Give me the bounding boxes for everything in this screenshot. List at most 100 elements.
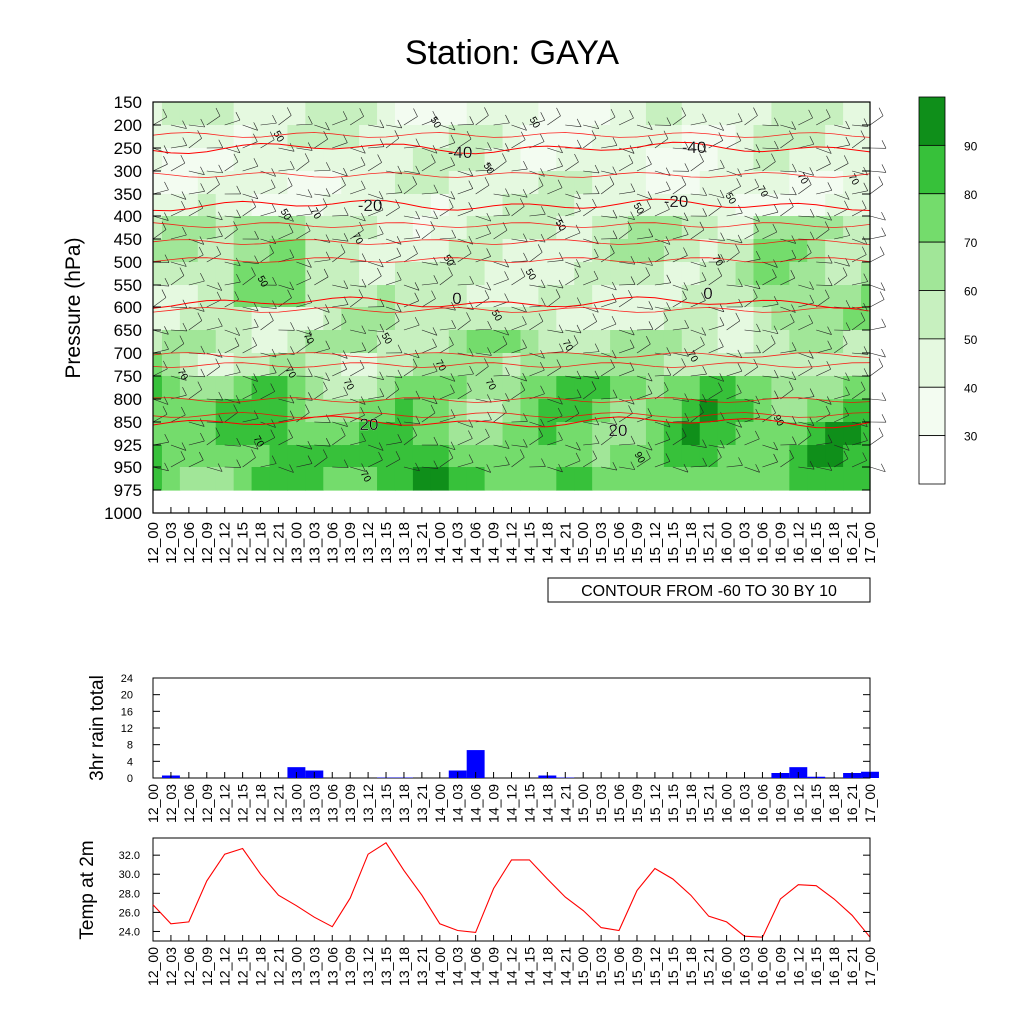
time-tick-label: 13_06	[324, 784, 340, 823]
heat-cell	[323, 285, 342, 308]
wind-barb	[170, 124, 187, 129]
heat-cell	[179, 330, 199, 354]
wind-barb-flag	[842, 335, 848, 344]
temp-tick-label: 24.0	[119, 926, 140, 938]
wind-barb	[601, 301, 617, 308]
heat-cell	[556, 353, 575, 377]
heat-cell	[538, 102, 557, 126]
wind-barb	[654, 253, 669, 263]
wind-barb-flag	[612, 461, 618, 471]
rain-tick-label: 0	[127, 773, 133, 785]
heat-cell	[663, 399, 683, 423]
wind-barb-flag	[557, 407, 563, 417]
heat-cell	[466, 422, 486, 446]
wind-barb	[798, 170, 814, 176]
wind-barb-flag	[792, 186, 797, 195]
isotherm-label: 0	[452, 289, 461, 308]
heat-cell	[430, 194, 450, 217]
wind-barb-flag	[628, 154, 634, 164]
wind-barb	[690, 373, 707, 377]
wind-barb-flag	[773, 453, 778, 463]
wind-barb	[367, 275, 382, 286]
wind-barb-flag	[647, 408, 653, 417]
heat-cell	[323, 262, 342, 286]
wind-barb-flag	[162, 108, 168, 118]
heat-cell	[448, 307, 468, 331]
heat-cell	[807, 216, 826, 240]
heat-cell	[628, 102, 647, 126]
heat-cell	[377, 216, 396, 240]
heat-cell	[861, 353, 871, 377]
wind-barb-flag	[556, 222, 562, 231]
time-tick-label: 16_12	[790, 947, 806, 986]
wind-barb-flag	[270, 179, 276, 188]
wind-barb	[618, 162, 634, 172]
wind-barb-flag	[323, 268, 329, 278]
temp-line	[152, 842, 871, 938]
heat-cell	[412, 422, 432, 446]
wind-barb	[565, 232, 581, 240]
heat-cell	[628, 399, 647, 423]
wind-barb-flag	[325, 340, 331, 349]
heat-cell	[681, 353, 701, 377]
wind-barb-flag	[808, 109, 813, 119]
wind-barb-flag	[609, 427, 615, 436]
wind-barb	[852, 352, 869, 355]
heat-cell	[448, 285, 468, 308]
time-tick-label: 12_18	[253, 784, 269, 823]
wind-barb	[798, 435, 812, 446]
wind-barb	[314, 259, 331, 263]
wind-barb	[350, 284, 367, 288]
wind-barb	[511, 260, 528, 263]
wind-barb	[296, 193, 313, 198]
humidity-contour-label: 50	[441, 253, 456, 269]
wind-barb	[636, 375, 653, 382]
wind-barb	[170, 193, 187, 200]
heat-cell	[735, 399, 755, 423]
heat-cell	[807, 307, 826, 331]
heat-cell	[287, 239, 306, 263]
wind-barb-flag	[307, 142, 313, 151]
wind-barb	[583, 389, 597, 400]
wind-barb-flag	[253, 302, 259, 312]
wind-barb	[314, 276, 329, 286]
wind-barb-flag	[323, 381, 328, 390]
heat-cell	[153, 194, 163, 217]
wind-barb	[206, 284, 222, 291]
wind-barb	[278, 147, 295, 152]
heat-cell	[645, 330, 665, 354]
heat-cell	[179, 422, 199, 446]
wind-barb	[278, 297, 292, 308]
time-tick-label: 14_06	[468, 522, 485, 564]
wind-barb	[152, 189, 169, 195]
wind-barb	[439, 344, 454, 354]
heat-cell	[538, 307, 557, 331]
wind-barb-flag	[755, 408, 761, 418]
wind-barb	[170, 145, 187, 149]
wind-barb	[851, 460, 867, 468]
wind-barb	[869, 184, 884, 195]
wind-barb-flag	[289, 281, 295, 290]
heat-cell	[161, 353, 181, 377]
time-tick-label: 14_21	[557, 947, 573, 986]
wind-barb-flag	[325, 121, 330, 131]
heat-cell	[825, 467, 844, 491]
wind-barb-flag	[612, 209, 618, 219]
pressure-tick-label: 250	[114, 139, 142, 158]
heat-cell	[771, 285, 790, 308]
heat-cell	[394, 330, 414, 354]
wind-barb-flag	[684, 393, 689, 402]
wind-barb-flag	[792, 163, 797, 173]
time-tick-label: 16_21	[844, 784, 860, 823]
wind-barb-flag	[200, 345, 206, 355]
wind-barb-flag	[718, 382, 723, 391]
wind-barb	[780, 306, 796, 313]
wind-barb-flag	[343, 134, 348, 143]
heat-cell	[430, 262, 450, 286]
heat-cell	[556, 422, 575, 446]
heat-cell	[699, 445, 719, 468]
wind-barb	[188, 375, 205, 378]
heat-cell	[843, 445, 862, 468]
wind-barb-flag	[881, 392, 887, 401]
time-tick-label: 15_06	[611, 522, 628, 564]
